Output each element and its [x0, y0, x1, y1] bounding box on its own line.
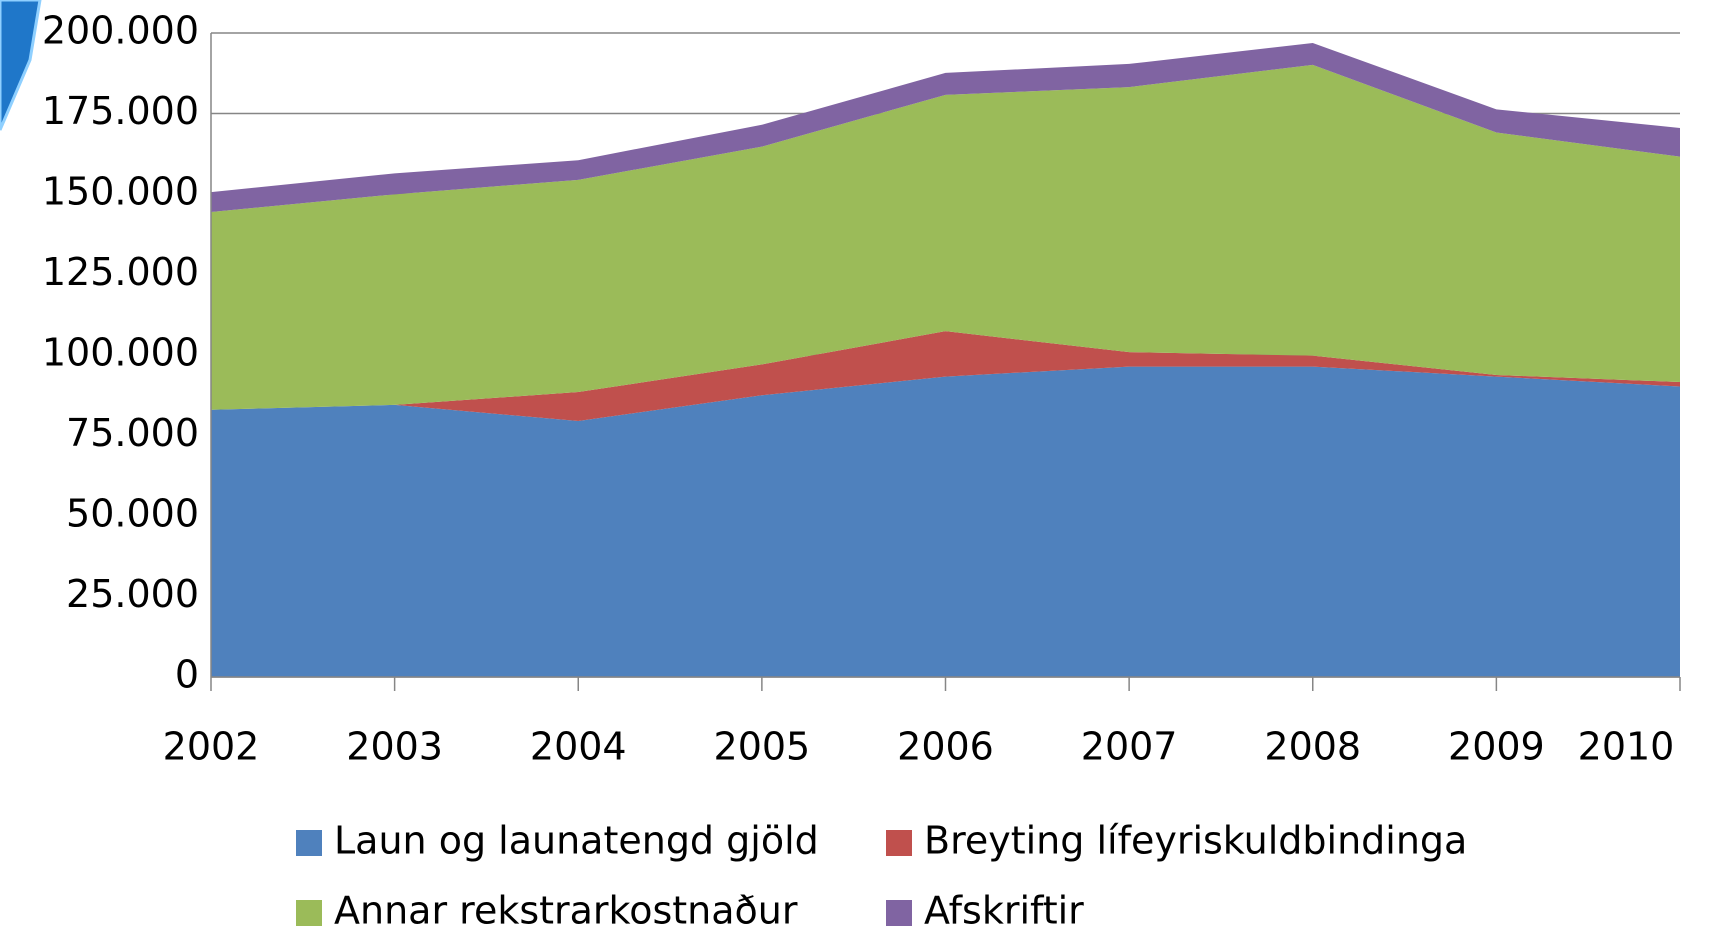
legend-label: Afskriftir	[924, 889, 1084, 931]
y-tick-label: 75.000	[66, 411, 199, 455]
x-tick-label: 2006	[897, 725, 994, 769]
x-tick-label: 2007	[1081, 725, 1178, 769]
legend-label: Laun og launatengd gjöld	[334, 819, 819, 863]
y-tick-label: 125.000	[42, 250, 199, 294]
y-tick-label: 200.000	[42, 9, 199, 53]
area	[211, 366, 1680, 677]
x-tick-label: 2005	[714, 725, 811, 769]
legend-label: Annar rekstrarkostnaður	[334, 889, 798, 931]
area	[211, 331, 1680, 422]
y-tick-label: 0	[175, 653, 199, 697]
legend-swatch	[886, 900, 912, 926]
legend-swatch	[296, 830, 322, 856]
y-tick-label: 25.000	[66, 572, 199, 616]
x-tick-label: 2008	[1264, 725, 1361, 769]
x-tick-label: 2009	[1448, 725, 1545, 769]
y-tick-label: 175.000	[42, 89, 199, 133]
x-tick-label: 2002	[163, 725, 260, 769]
legend-swatch	[296, 900, 322, 926]
legend-swatch	[886, 830, 912, 856]
y-tick-label: 50.000	[66, 492, 199, 536]
area	[211, 64, 1680, 410]
x-tick-label: 2003	[346, 725, 443, 769]
y-tick-label: 150.000	[42, 170, 199, 214]
legend-label: Breyting lífeyriskuldbindinga	[924, 819, 1467, 863]
x-tick-label: 2004	[530, 725, 627, 769]
x-tick-label: 2010	[1578, 725, 1675, 769]
corner-decoration	[0, 0, 42, 131]
area	[211, 42, 1680, 213]
y-tick-label: 100.000	[42, 331, 199, 375]
